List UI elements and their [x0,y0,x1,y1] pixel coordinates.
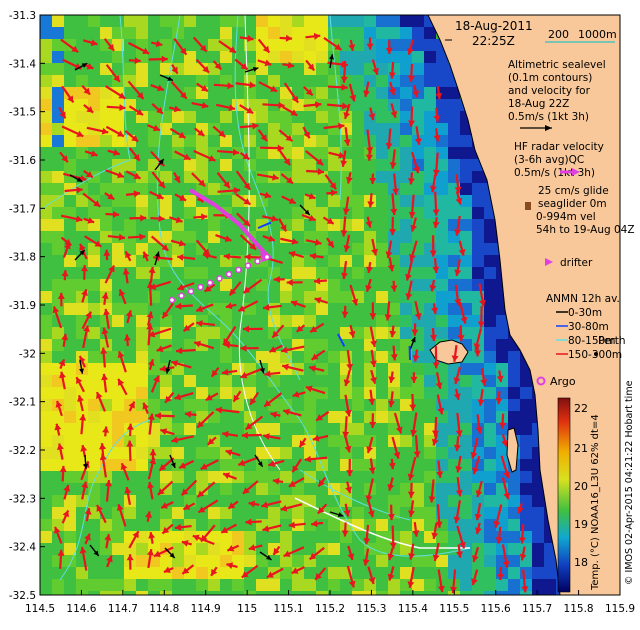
legend-drifter: drifter [545,257,593,269]
svg-text:0.5m/s (1kt 3h): 0.5m/s (1kt 3h) [508,111,589,123]
colorbar: 22 21 20 19 18 Temp. (°C) NOAA16_L3U 62%… [557,397,601,593]
anmn-arrow [257,221,272,229]
glider-waypoint [216,275,223,282]
lat-tick-label: -32.3 [9,493,36,505]
lon-tick-label: 115.4 [398,603,428,615]
svg-text:ANMN 12h av.: ANMN 12h av. [546,293,620,305]
glider-waypoint [187,288,195,295]
legend-altimetric: Altimetric sealevel (0.1m contours) and … [508,59,606,131]
legend-anmn: ANMN 12h av. 0-30m 30-80m 80-150m 150-30… [546,293,626,361]
svg-text:0-994m vel: 0-994m vel [536,211,596,223]
svg-text:18-Aug 22Z: 18-Aug 22Z [508,98,569,110]
lat-tick-label: -31.3 [9,10,36,22]
altimetric-arrows [69,54,416,561]
lon-tick-label: 114.7 [108,603,138,615]
colorbar-label: Temp. (°C) NOAA16_L3U 62% dt=4 [590,414,601,591]
argo-label: Argo [550,375,576,388]
svg-text:19: 19 [574,518,588,531]
lat-tick-label: -31.9 [9,300,36,312]
depth-label: 1000m [578,28,617,41]
seaglider-track [168,188,272,304]
lat-tick-label: -31.8 [9,252,36,264]
hf-radar-arrows [52,32,529,594]
lon-tick-label: 115.6 [481,603,511,615]
lat-tick-label: -31.6 [9,155,36,167]
lat-tick-label: -32.5 [9,590,36,602]
glider-waypoint [225,270,233,278]
lon-tick-label: 115.2 [315,603,345,615]
lon-tick-label: 115.7 [522,603,552,615]
lat-tick-label: -32.1 [9,397,36,409]
svg-text:(3-6h avg)QC: (3-6h avg)QC [514,154,584,166]
lon-tick-label: 115 [237,603,257,615]
glider-waypoint [168,296,176,304]
lon-tick-label: 114.5 [25,603,55,615]
svg-text:22: 22 [574,402,588,415]
garden-island [506,427,519,473]
svg-text:80-150m: 80-150m [568,335,615,347]
svg-text:Altimetric sealevel: Altimetric sealevel [508,59,606,71]
svg-text:seaglider 0m: seaglider 0m [538,198,607,210]
header-time: 22:25Z [472,34,515,48]
lon-tick-label: 115.1 [274,603,304,615]
lat-tick-label: -32 [19,348,36,360]
svg-text:25 cm/s glide: 25 cm/s glide [538,185,609,197]
perth-label: Perth [598,335,626,347]
svg-text:21: 21 [574,442,588,455]
lat-tick-label: -31.5 [9,107,36,119]
lon-tick-label: 114.6 [66,603,96,615]
anmn-arrow [337,333,346,347]
perth-dot [594,352,598,356]
glider-path [188,188,272,260]
current-line [294,497,470,549]
header-date: 18-Aug-2011 [455,19,533,33]
argo-marker [536,376,546,386]
lon-tick-label: 115.5 [439,603,469,615]
glider-waypoint [263,253,271,261]
lon-tick-label: 114.9 [191,603,221,615]
lat-tick-label: -31.4 [9,58,36,70]
svg-text:30-80m: 30-80m [568,321,609,333]
legend-hf-radar: HF radar velocity (3-6h avg)QC 0.5m/s (1… [514,141,604,179]
lon-tick-label: 115.9 [605,603,635,615]
glider-waypoint [254,258,261,265]
lon-tick-label: 115.8 [564,603,594,615]
credit-text: © IMOS 02-Apr-2015 04:21:22 Hobart time [624,380,635,585]
longitude-ticks: 114.5 114.6 114.7 114.8 114.9 115 115.1 115.2 11… [25,590,635,615]
glider-waypoint [235,266,242,274]
svg-text:0.5m/s (1kt 3h): 0.5m/s (1kt 3h) [514,167,595,179]
svg-text:drifter: drifter [560,257,593,269]
svg-text:0-30m: 0-30m [568,307,602,319]
latitude-ticks: -31.3 -31.4 -31.5 -31.6 -31.7 -31.8 -31.9 -32 -3… [9,10,45,602]
svg-text:(0.1m contours): (0.1m contours) [508,72,592,84]
glider-waypoint [244,262,252,269]
legend-glider: 25 cm/s glide seaglider 0m 0-994m vel 54… [525,185,635,236]
lon-tick-label: 115.3 [356,603,386,615]
lat-tick-label: -32.2 [9,445,36,457]
svg-text:20: 20 [574,480,588,493]
svg-text:18: 18 [574,556,588,569]
current-line-2 [238,15,281,471]
lat-tick-label: -31.7 [9,203,36,215]
svg-text:54h to 19-Aug 04Z: 54h to 19-Aug 04Z [536,224,635,236]
lat-tick-label: -32.4 [9,542,36,554]
scale-label: 200 [548,28,569,41]
lon-tick-label: 114.8 [149,603,179,615]
rottnest-island [429,339,469,365]
glider-waypoint [206,279,214,287]
glider-waypoint [197,283,204,291]
svg-text:HF radar velocity: HF radar velocity [514,141,604,153]
glider-waypoint [178,292,185,299]
svg-text:and velocity for: and velocity for [508,85,591,97]
